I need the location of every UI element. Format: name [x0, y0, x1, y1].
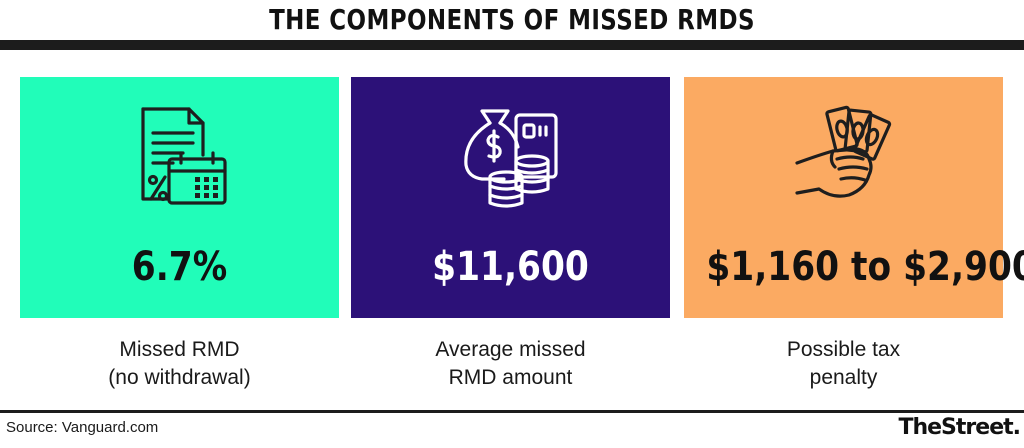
stat-value: $1,160 to $2,900 — [706, 244, 1024, 290]
stat-caption-average-missed: Average missed RMD amount — [351, 336, 670, 392]
caption-line: Average missed — [435, 338, 586, 361]
caption-line: Missed RMD — [119, 338, 240, 361]
stat-card-missed-rmd: 6.7% — [20, 77, 339, 318]
stat-caption-tax-penalty: Possible tax penalty — [684, 336, 1003, 392]
caption-line: (no withdrawal) — [108, 366, 251, 389]
document-calendar-percent-icon — [20, 103, 339, 215]
stat-value: 6.7% — [131, 244, 228, 290]
hand-holding-cash-icon — [684, 103, 1003, 215]
brand-name: TheStreet — [898, 415, 1013, 440]
stat-value: $11,600 — [432, 244, 589, 290]
stat-card-tax-penalty: $1,160 to $2,900 — [684, 77, 1024, 318]
caption-line: Possible tax — [786, 338, 901, 361]
caption-line: RMD amount — [448, 366, 573, 389]
stat-caption-missed-rmd: Missed RMD (no withdrawal) — [20, 336, 339, 392]
title-divider — [0, 40, 1024, 50]
stat-card-average-missed: $11,600 — [351, 77, 670, 318]
page-title: THE COMPONENTS OF MISSED RMDS — [269, 3, 755, 36]
brand-logo: TheStreet. — [898, 415, 1021, 440]
source-note: Source: Vanguard.com — [6, 419, 159, 436]
footer-divider — [0, 410, 1024, 413]
money-bag-coins-card-icon — [351, 103, 670, 215]
caption-line: penalty — [809, 366, 878, 389]
